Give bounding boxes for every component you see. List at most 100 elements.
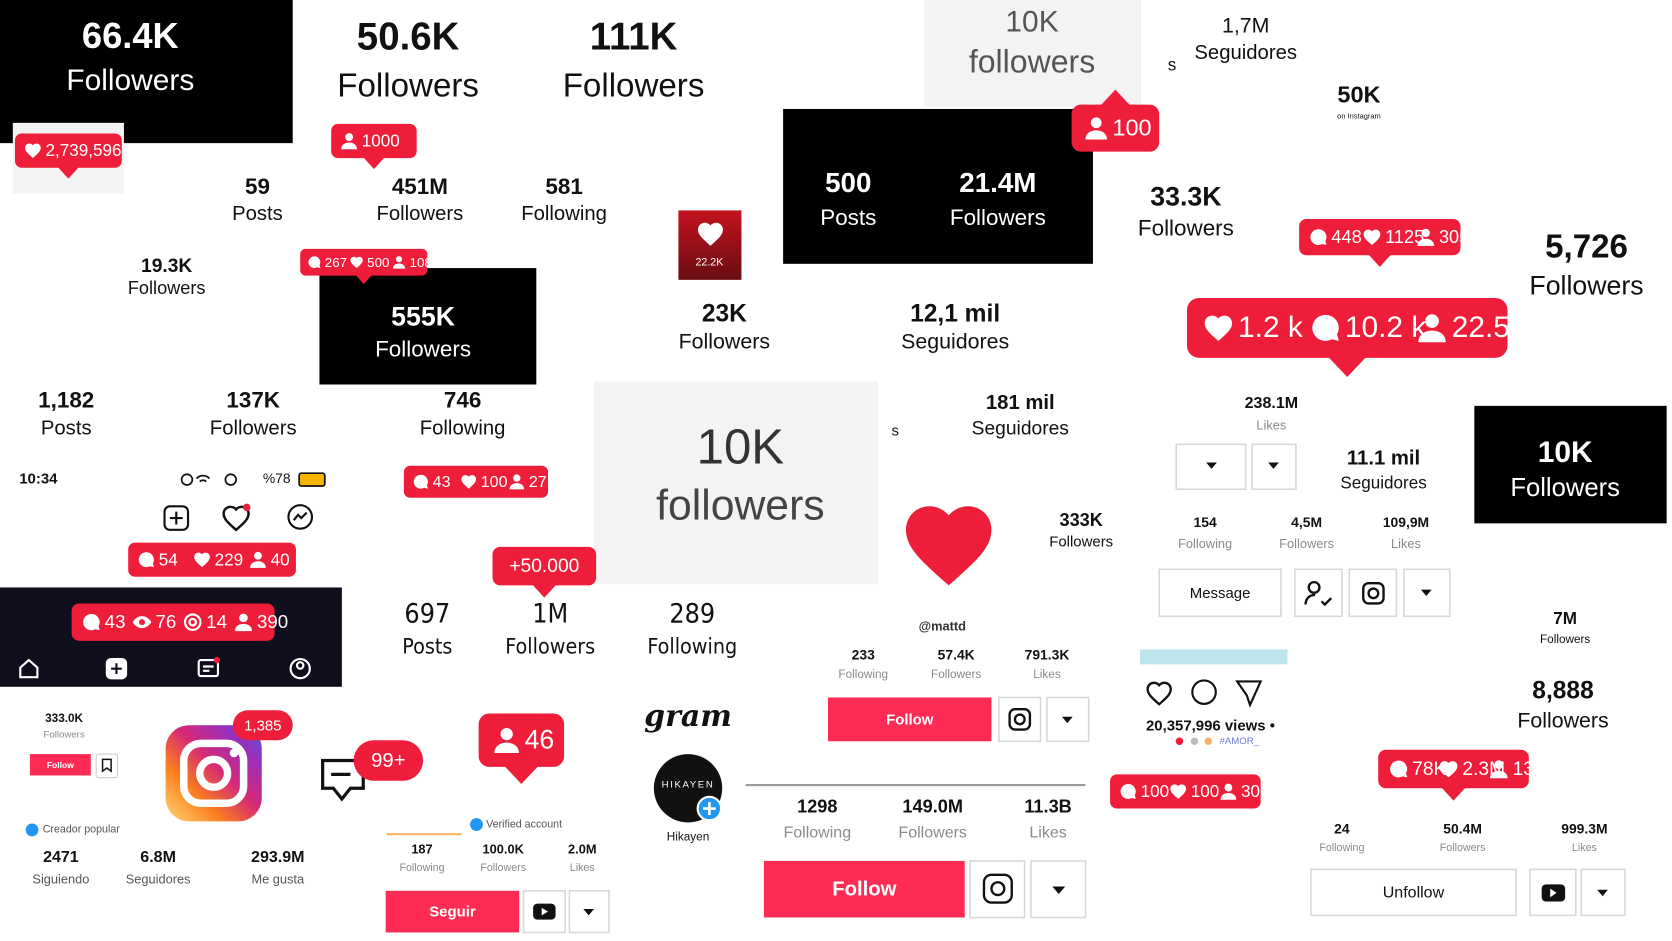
badge-icon	[413, 474, 429, 489]
badge-body	[1071, 104, 1160, 152]
stat-value: 50.6K	[357, 16, 460, 59]
stat-label: Likes	[1391, 536, 1421, 551]
badge-body	[300, 248, 428, 276]
badge-count: 100	[1141, 782, 1170, 801]
label-s-top: s	[1168, 56, 1177, 75]
label-fifty-k: 50K	[1337, 81, 1380, 107]
stat-label: Following	[399, 862, 444, 874]
button-label[interactable]: Follow	[47, 760, 74, 770]
instagram-glyphs	[982, 580, 1385, 904]
badge-count: 30	[1241, 782, 1260, 801]
badge-icon	[1310, 229, 1327, 246]
badge-count: 100	[1191, 782, 1220, 801]
stat-label: Seguidores	[901, 330, 1009, 354]
badge	[14, 133, 122, 179]
stat-value: 149.0M	[902, 796, 963, 816]
badge-count: 100	[481, 473, 508, 491]
stat-value: 581	[545, 174, 582, 199]
badge-tail	[504, 765, 539, 784]
badge-count: 1000	[362, 132, 400, 151]
stat-label: Followers	[1529, 270, 1643, 300]
badge-tail	[362, 157, 385, 170]
stat-value: 697	[404, 599, 450, 630]
badge	[71, 603, 275, 641]
stat-label: followers	[656, 482, 825, 530]
button-body[interactable]	[1158, 568, 1282, 618]
verified-check	[25, 823, 39, 837]
badge-icon	[138, 552, 154, 568]
badge-count: 1,385	[244, 717, 281, 734]
stat-label: Posts	[232, 203, 283, 225]
stat-value: 11.1 mil	[1347, 448, 1420, 470]
badge-tail	[1441, 787, 1466, 801]
stat-value: 109,9M	[1383, 514, 1429, 530]
badge	[1299, 218, 1461, 267]
button[interactable]: Unfollow	[1310, 868, 1517, 917]
icon-buttons[interactable]	[522, 443, 1626, 934]
stat-label: Followers	[128, 278, 206, 298]
badge-body	[478, 713, 565, 767]
button-label[interactable]: Message	[1190, 585, 1251, 602]
badge-body	[492, 546, 597, 586]
stat-label: Followers	[563, 67, 705, 104]
button-label[interactable]: Follow	[886, 711, 934, 728]
stat-label: Followers	[1279, 536, 1334, 551]
badge-body	[1110, 774, 1261, 809]
bookmark-button[interactable]	[95, 753, 119, 779]
button-label[interactable]: Seguir	[429, 904, 476, 921]
stat-value: 21.4M	[959, 167, 1036, 198]
stat-label: Followers	[898, 823, 967, 841]
button-body[interactable]	[827, 697, 992, 742]
label-gram: gram	[644, 699, 732, 734]
button-body[interactable]	[1310, 868, 1517, 917]
button-body[interactable]	[29, 754, 91, 776]
badge-body	[14, 133, 122, 168]
button-body[interactable]	[763, 860, 965, 918]
badge	[353, 740, 424, 781]
label-heart-count: 22.2K	[695, 257, 723, 269]
stat-value: 500	[825, 167, 871, 198]
badge-count: 46	[525, 724, 555, 754]
stat-label: Seguidores	[1194, 42, 1297, 64]
stat-label: Me gusta	[251, 872, 305, 887]
button[interactable]: Follow	[763, 860, 965, 918]
button[interactable]: Follow	[827, 697, 992, 742]
stat-value: 50.4M	[1443, 821, 1482, 837]
button[interactable]: Follow	[29, 754, 91, 776]
button-body[interactable]	[385, 890, 520, 933]
badge-count: 137K	[1513, 759, 1558, 780]
badge-count: 108	[410, 255, 432, 270]
button-label[interactable]: Follow	[832, 879, 896, 901]
badge	[492, 546, 597, 598]
label-s-middle: s	[892, 422, 899, 439]
stat-value: 154	[1194, 514, 1217, 530]
stat-label: Likes	[1029, 823, 1066, 841]
stat-value: 187	[411, 842, 432, 857]
stat-label: Posts	[820, 205, 876, 230]
stat-value: 5,726	[1545, 229, 1628, 266]
label-time: 10:34	[19, 471, 58, 488]
button[interactable]: Seguir	[385, 890, 520, 933]
button[interactable]: Message	[1158, 568, 1282, 618]
stat-label: Posts	[41, 418, 92, 440]
badge-count: 22.5 k	[1452, 311, 1534, 344]
badge-count: 2.3M	[1462, 759, 1505, 780]
stat-value: 791.3K	[1025, 646, 1070, 662]
stat-label: Seguidores	[972, 418, 1069, 439]
stat-label: Followers	[480, 862, 526, 874]
stat-label: Followers	[210, 418, 297, 440]
verified-check	[470, 818, 483, 831]
badge-count: 40	[271, 550, 290, 569]
stat-value: 2471	[43, 848, 79, 866]
stat-label: Following	[1178, 536, 1232, 551]
badge-count: 10.2 k	[1345, 311, 1427, 344]
badge-count: +50.000	[509, 556, 579, 577]
stat-label: Followers	[950, 205, 1046, 230]
instagram-logo-ring	[180, 739, 248, 807]
stat-value: 555K	[391, 301, 456, 331]
badge-count: 500	[367, 255, 389, 270]
button-label[interactable]: Unfollow	[1383, 884, 1445, 902]
badge	[1378, 749, 1529, 801]
tiny-icons	[1175, 737, 1213, 746]
